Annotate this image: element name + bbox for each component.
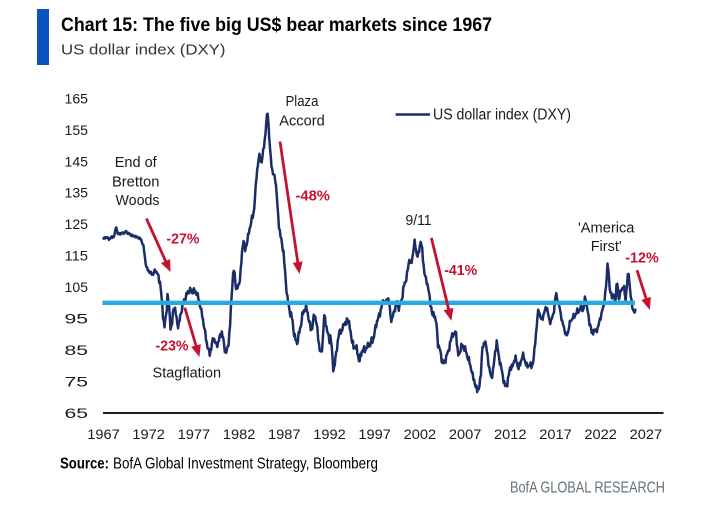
svg-text:9/11: 9/11 [406, 212, 432, 229]
svg-text:-27%: -27% [166, 231, 199, 248]
svg-text:Bretton: Bretton [112, 174, 160, 191]
svg-text:2012: 2012 [494, 426, 527, 442]
svg-text:2002: 2002 [404, 426, 437, 442]
svg-text:Accord: Accord [279, 112, 325, 129]
svg-text:95: 95 [65, 311, 89, 327]
svg-text:-48%: -48% [295, 187, 330, 204]
svg-text:-41%: -41% [444, 262, 477, 279]
svg-text:1982: 1982 [223, 426, 256, 442]
svg-text:-23%: -23% [156, 338, 189, 355]
svg-text:1987: 1987 [268, 426, 301, 442]
svg-text:155: 155 [65, 122, 89, 138]
svg-text:135: 135 [65, 185, 89, 201]
svg-text:US dollar index (DXY): US dollar index (DXY) [433, 107, 571, 124]
svg-text:75: 75 [65, 374, 89, 390]
svg-text:65: 65 [65, 405, 89, 421]
svg-text:2017: 2017 [539, 426, 572, 442]
svg-text:2007: 2007 [449, 426, 482, 442]
svg-text:Stagflation: Stagflation [153, 365, 222, 382]
svg-text:85: 85 [65, 342, 89, 358]
svg-text:Woods: Woods [116, 192, 160, 209]
svg-text:First': First' [591, 238, 622, 255]
svg-text:1997: 1997 [358, 426, 391, 442]
svg-text:1967: 1967 [87, 426, 120, 442]
svg-text:145: 145 [65, 153, 89, 169]
svg-text:End of: End of [115, 154, 158, 171]
svg-text:Chart 15: The five big US$ bea: Chart 15: The five big US$ bear markets … [61, 15, 492, 36]
svg-text:2022: 2022 [584, 426, 617, 442]
svg-text:1992: 1992 [313, 426, 346, 442]
svg-text:Plaza: Plaza [286, 93, 320, 110]
svg-text:2027: 2027 [630, 426, 663, 442]
svg-text:125: 125 [65, 216, 89, 232]
svg-text:1972: 1972 [132, 426, 165, 442]
svg-text:BofA GLOBAL RESEARCH: BofA GLOBAL RESEARCH [510, 480, 665, 497]
svg-text:105: 105 [65, 279, 89, 295]
svg-text:-12%: -12% [625, 250, 659, 267]
svg-text:'America: 'America [578, 220, 635, 237]
svg-text:US dollar index (DXY): US dollar index (DXY) [61, 42, 226, 59]
svg-text:Source:BofA Global Investment: Source: BofA Global Investment Strategy, … [60, 456, 378, 473]
svg-text:1977: 1977 [178, 426, 211, 442]
svg-text:165: 165 [65, 90, 89, 106]
svg-text:115: 115 [65, 248, 89, 264]
